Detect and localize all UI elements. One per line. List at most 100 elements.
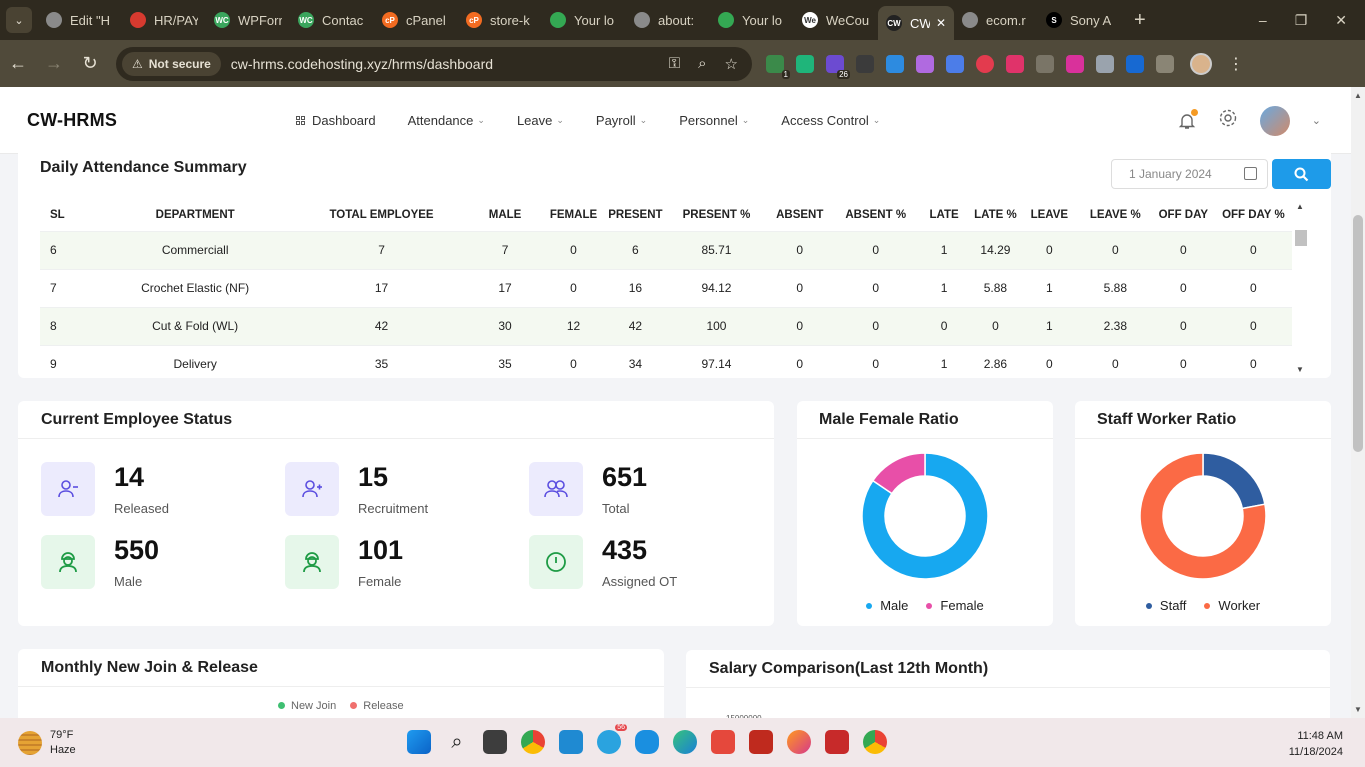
male-female-donut-chart[interactable]	[861, 452, 989, 580]
browser-tab[interactable]: HR/PAY	[122, 5, 206, 35]
notification-bell-icon[interactable]	[1178, 108, 1198, 130]
table-row[interactable]: 9 Delivery 35 35 0 34 97.14 0 0 1 2.86 0 0 0 0	[40, 344, 1292, 383]
app-icon[interactable]	[635, 730, 659, 754]
browser-tab[interactable]: Your lo	[542, 5, 626, 35]
anydesk-icon[interactable]	[711, 730, 735, 754]
filezilla-icon[interactable]	[749, 730, 773, 754]
profile-avatar[interactable]	[1190, 52, 1212, 75]
table-row[interactable]: 8 Cut & Fold (WL) 42 30 12 42 100 0 0 0 0 1 2.38 0 0	[40, 306, 1292, 345]
chrome-icon[interactable]	[521, 730, 545, 754]
nav-payroll[interactable]: Payroll ⌄	[596, 113, 647, 128]
download-icon[interactable]	[1066, 54, 1084, 73]
check-icon[interactable]	[1126, 54, 1144, 73]
search-icon[interactable]: ⌕	[451, 731, 463, 753]
chevron-down-icon[interactable]: ⌄	[1311, 115, 1321, 127]
column-header[interactable]: MALE	[488, 209, 522, 222]
nav-access-control[interactable]: Access Control ⌄	[781, 113, 880, 128]
legend-item-female[interactable]: Female	[926, 598, 984, 613]
stat-tile[interactable]: 435 Assigned OT	[529, 535, 749, 591]
extension-icon[interactable]	[1036, 54, 1054, 73]
reload-icon[interactable]: ↻	[82, 53, 98, 73]
column-header[interactable]: PRESENT %	[682, 209, 751, 222]
system-clock[interactable]: 11:48 AM 11/18/2024	[1289, 728, 1343, 760]
donut-slice-staff[interactable]	[1202, 452, 1266, 510]
nav-personnel[interactable]: Personnel ⌄	[679, 113, 749, 128]
calendar-icon[interactable]	[1244, 167, 1257, 180]
address-bar[interactable]: ⚠ Not secure cw-hrms.codehosting.xyz/hrm…	[116, 46, 752, 81]
restore-icon[interactable]: ❐	[1294, 11, 1308, 28]
translate-icon[interactable]	[946, 54, 964, 73]
nav-dashboard[interactable]: Dashboard	[296, 113, 376, 128]
puzzle-icon[interactable]	[1156, 54, 1174, 73]
extension-icon[interactable]	[1096, 54, 1114, 73]
browser-tab[interactable]: WC Contac	[290, 5, 374, 35]
column-header[interactable]: OFF DAY %	[1222, 209, 1285, 222]
brand-logo[interactable]: CW-HRMS	[27, 109, 118, 130]
column-header[interactable]: LEAVE %	[1089, 209, 1141, 222]
donut-slice-male[interactable]	[861, 452, 989, 580]
column-header[interactable]: OFF DAY	[1158, 209, 1209, 222]
legend-item-male[interactable]: Male	[866, 598, 908, 613]
forward-icon[interactable]: →	[45, 53, 63, 73]
user-avatar[interactable]	[1259, 105, 1290, 136]
nav-attendance[interactable]: Attendance ⌄	[408, 113, 485, 128]
stat-tile[interactable]: 15 Recruitment	[285, 462, 505, 518]
close-window-icon[interactable]: ✕	[1335, 11, 1347, 28]
extension-icon[interactable]	[1006, 54, 1024, 73]
url-text[interactable]: cw-hrms.codehosting.xyz/hrms/dashboard	[230, 55, 494, 72]
extension-icon[interactable]: 1	[766, 54, 790, 79]
column-header[interactable]: TOTAL EMPLOYEE	[329, 209, 434, 222]
scroll-down-icon[interactable]: ▼	[1354, 705, 1362, 714]
column-header[interactable]: FEMALE	[549, 209, 598, 222]
extension-icon[interactable]	[976, 54, 994, 73]
extension-icon[interactable]	[796, 54, 814, 73]
column-header[interactable]: PRESENT	[608, 209, 663, 222]
browser-tab[interactable]: cP store-k	[458, 5, 542, 35]
table-row[interactable]: 6 Commerciall 7 7 0 6 85.71 0 0 1 14.29 0 0 0 0	[40, 230, 1292, 269]
search-button[interactable]	[1272, 159, 1331, 189]
column-header[interactable]: ABSENT %	[845, 209, 907, 222]
stat-tile[interactable]: 14 Released	[41, 462, 261, 518]
settings-gear-icon[interactable]	[1218, 108, 1238, 133]
browser-tab[interactable]: about:	[626, 5, 710, 35]
legend-release[interactable]: Release	[350, 700, 404, 712]
minimize-icon[interactable]: –	[1258, 11, 1267, 28]
task-view-icon[interactable]	[483, 730, 507, 754]
table-scrollbar[interactable]: ▲ ▼	[1292, 200, 1308, 378]
column-header[interactable]: ABSENT	[776, 209, 824, 222]
column-header[interactable]: LATE %	[974, 209, 1017, 222]
page-scrollbar[interactable]: ▲ ▼	[1351, 87, 1365, 718]
staff-worker-donut-chart[interactable]	[1139, 452, 1267, 580]
column-header[interactable]: DEPARTMENT	[155, 209, 235, 222]
column-header[interactable]: LEAVE	[1030, 209, 1069, 222]
browser-tab[interactable]: Edit "H	[38, 5, 122, 35]
filezilla-server-icon[interactable]	[825, 730, 849, 754]
browser-tab[interactable]: cP cPanel	[374, 5, 458, 35]
back-icon[interactable]: ←	[9, 53, 27, 73]
stat-tile[interactable]: 550 Male	[41, 535, 261, 591]
edge-icon[interactable]	[673, 730, 697, 754]
tab-search-button[interactable]: ⌄	[6, 7, 32, 33]
column-header[interactable]: LATE	[929, 209, 959, 222]
scrollbar-thumb[interactable]	[1295, 230, 1307, 246]
stat-tile[interactable]: 651 Total	[529, 462, 749, 518]
scrollbar-thumb[interactable]	[1353, 215, 1363, 452]
browser-tab[interactable]: WC WPForr	[206, 5, 290, 35]
eyedropper-icon[interactable]	[856, 54, 874, 73]
vscode-icon[interactable]	[559, 730, 583, 754]
weather-widget[interactable]: 79°F Haze	[18, 728, 76, 758]
close-tab-icon[interactable]: ✕	[935, 16, 946, 30]
browser-tab[interactable]: Your lo	[710, 5, 794, 35]
browser-tab[interactable]: S Sony A	[1038, 5, 1122, 35]
scroll-up-icon[interactable]: ▲	[1296, 202, 1304, 211]
not-secure-chip[interactable]: ⚠ Not secure	[122, 51, 221, 76]
extension-icon[interactable]	[886, 54, 904, 73]
menu-kebab-icon[interactable]: ⋮	[1228, 55, 1244, 73]
date-picker-input[interactable]: 1 January 2024	[1111, 159, 1268, 189]
zoom-icon[interactable]: ⌕	[698, 54, 707, 72]
legend-item-staff[interactable]: Staff	[1145, 598, 1186, 613]
firefox-icon[interactable]	[787, 730, 811, 754]
legend-new-join[interactable]: New Join	[278, 700, 336, 712]
browser-tab[interactable]: ecom.r	[954, 5, 1038, 35]
extension-icon[interactable]	[916, 54, 934, 73]
